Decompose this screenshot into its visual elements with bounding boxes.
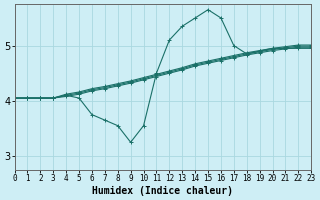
X-axis label: Humidex (Indice chaleur): Humidex (Indice chaleur) (92, 186, 233, 196)
